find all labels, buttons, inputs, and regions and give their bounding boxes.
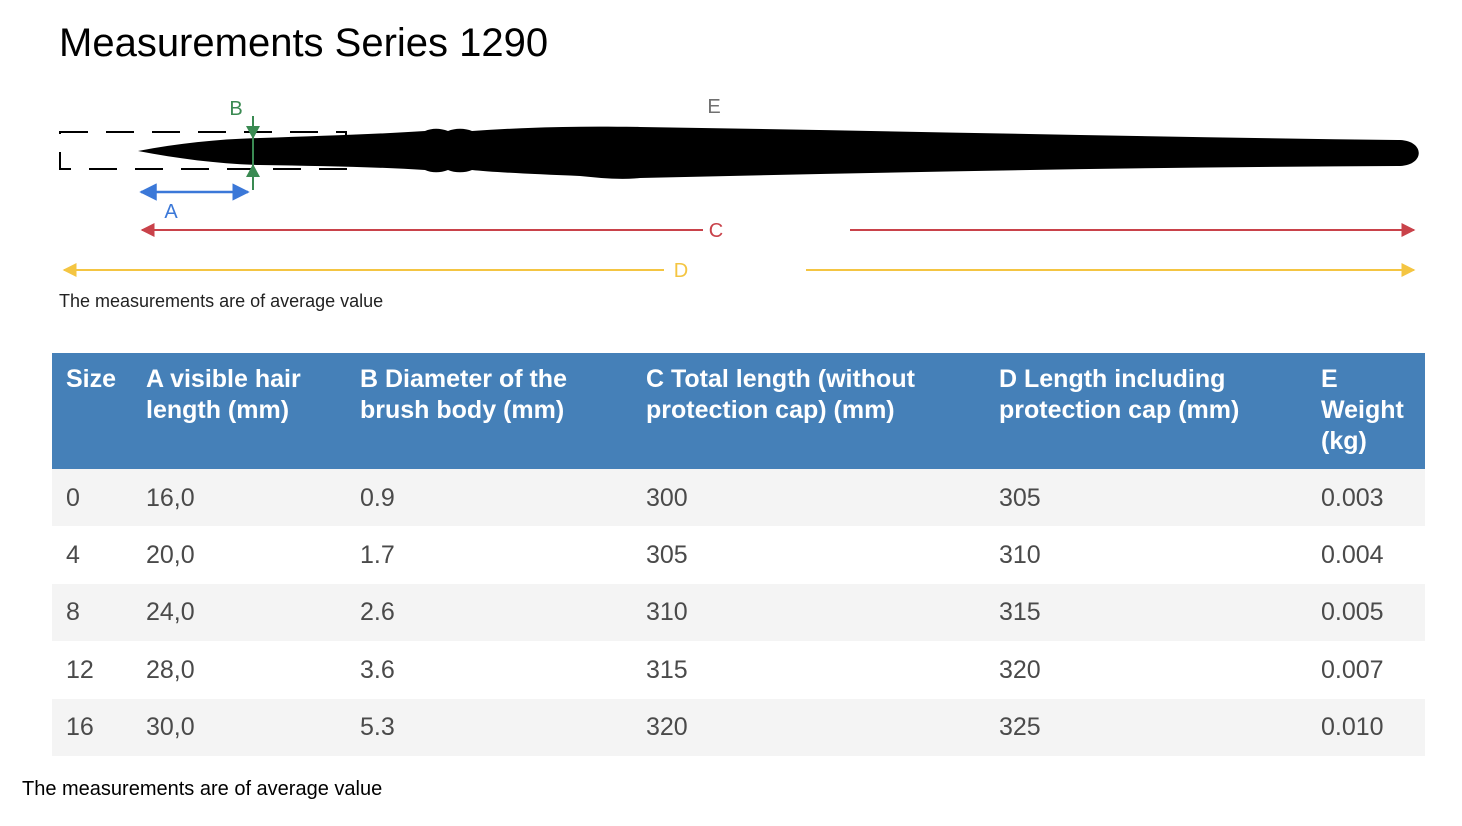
cell-a: 28,0	[132, 641, 346, 699]
dimension-e-label: E	[707, 96, 720, 118]
cell-e: 0.003	[1307, 469, 1425, 527]
measurements-table-container: Size A visible hair length (mm) B Diamet…	[52, 353, 1425, 756]
table-header-row: Size A visible hair length (mm) B Diamet…	[52, 353, 1425, 469]
dimension-d: D	[62, 260, 1416, 282]
cell-d: 305	[985, 469, 1307, 527]
cell-d: 325	[985, 698, 1307, 756]
cell-size: 12	[52, 641, 132, 699]
column-header-b: B Diameter of the brush body (mm)	[346, 353, 632, 469]
cell-e: 0.007	[1307, 641, 1425, 699]
cell-e: 0.005	[1307, 583, 1425, 642]
measurements-table: Size A visible hair length (mm) B Diamet…	[52, 353, 1425, 756]
cell-c: 310	[632, 583, 985, 642]
protection-cap-outline	[59, 131, 347, 170]
dimension-d-label: D	[674, 260, 688, 282]
dimension-b-label: B	[229, 98, 242, 120]
cell-size: 16	[52, 698, 132, 756]
brush-silhouette	[138, 126, 1419, 179]
cell-a: 16,0	[132, 469, 346, 527]
table-row: 4 20,0 1.7 305 310 0.004	[52, 526, 1425, 584]
dimension-a-label: A	[164, 201, 178, 223]
cell-b: 0.9	[346, 469, 632, 527]
dimension-a: A	[139, 183, 250, 223]
cell-e: 0.010	[1307, 698, 1425, 756]
cell-c: 300	[632, 469, 985, 527]
cell-d: 320	[985, 641, 1307, 699]
table-row: 12 28,0 3.6 315 320 0.007	[52, 641, 1425, 699]
cell-b: 5.3	[346, 698, 632, 756]
cell-size: 4	[52, 526, 132, 584]
cell-b: 3.6	[346, 641, 632, 699]
footer-note: The measurements are of average value	[22, 778, 383, 800]
cell-d: 315	[985, 583, 1307, 642]
column-header-size: Size	[52, 353, 132, 469]
cell-c: 320	[632, 698, 985, 756]
cell-b: 1.7	[346, 526, 632, 584]
dimension-c-label: C	[709, 220, 723, 242]
page-title: Measurements Series 1290	[59, 21, 549, 65]
column-header-d: D Length including protection cap (mm)	[985, 353, 1307, 469]
diagram-note: The measurements are of average value	[59, 291, 384, 311]
brush-measurement-diagram: B E A C D	[59, 96, 1419, 282]
table-row: 8 24,0 2.6 310 315 0.005	[52, 583, 1425, 642]
cell-b: 2.6	[346, 583, 632, 642]
cell-a: 24,0	[132, 583, 346, 642]
table-row: 0 16,0 0.9 300 305 0.003	[52, 469, 1425, 527]
cell-d: 310	[985, 526, 1307, 584]
cell-size: 0	[52, 469, 132, 527]
dimension-c: C	[140, 220, 1416, 242]
cell-a: 30,0	[132, 698, 346, 756]
dimension-b: B	[229, 98, 260, 190]
column-header-c: C Total length (without protection cap) …	[632, 353, 985, 469]
cell-c: 315	[632, 641, 985, 699]
column-header-e: E Weight (kg)	[1307, 353, 1425, 469]
cell-e: 0.004	[1307, 526, 1425, 584]
cell-size: 8	[52, 583, 132, 642]
table-row: 16 30,0 5.3 320 325 0.010	[52, 698, 1425, 756]
cell-c: 305	[632, 526, 985, 584]
column-header-a: A visible hair length (mm)	[132, 353, 346, 469]
cell-a: 20,0	[132, 526, 346, 584]
